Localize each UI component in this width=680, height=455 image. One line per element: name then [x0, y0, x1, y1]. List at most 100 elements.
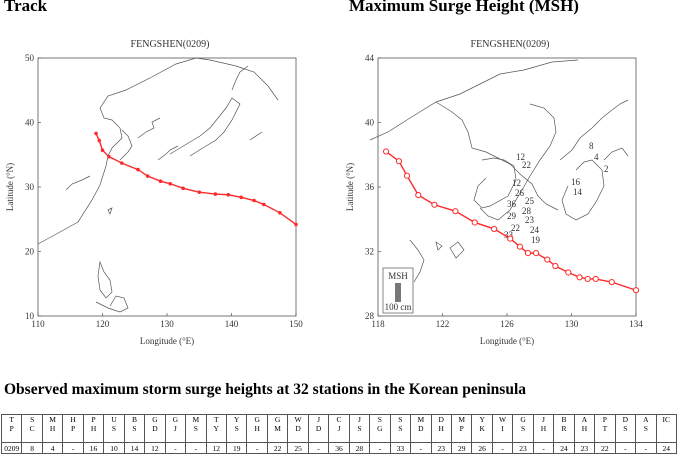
station-label: 19	[531, 235, 541, 245]
track-ylabel: Latitude (°N)	[5, 163, 15, 211]
track-track-point	[278, 211, 282, 215]
track-track-point	[197, 190, 202, 194]
table-cell: 12	[144, 442, 166, 454]
station-label: 33	[504, 230, 514, 240]
track-plot-frame	[37, 57, 297, 317]
msh-legend: MSH 100 cm	[382, 267, 414, 314]
track-y-tick-label: 50	[25, 53, 35, 63]
track-track-point	[100, 148, 105, 153]
table-cell: 36	[328, 442, 350, 454]
station-label: 16	[571, 177, 581, 187]
station-label: 23	[525, 215, 535, 225]
track-y-tick-label: 40	[25, 118, 35, 128]
table-cell: 4	[41, 442, 64, 454]
table-cell: -	[307, 442, 330, 454]
msh-track-point	[565, 269, 572, 276]
msh-x-tick-label: 134	[629, 319, 643, 329]
track-land	[37, 57, 279, 313]
msh-track-point	[382, 148, 390, 155]
table-cell: -	[410, 442, 432, 454]
msh-x-tick-label: 118	[371, 319, 385, 329]
msh-track-point	[471, 219, 478, 226]
station-label: 8	[589, 141, 594, 151]
table-cell: 22	[266, 442, 289, 454]
msh-track-point	[608, 279, 615, 286]
station-label: 4	[594, 152, 599, 162]
table-header-cell: IC	[655, 414, 677, 443]
station-label: 2	[604, 164, 609, 174]
station-label: 36	[507, 199, 517, 209]
track-chart: FENGSHEN(0209) 110 120 130 140 150 10 20 30 40 50…	[5, 39, 303, 346]
table-cell: -	[62, 442, 84, 454]
track-track-point	[213, 192, 218, 196]
msh-track-point	[491, 225, 498, 233]
track-x-tick-label: 120	[96, 319, 110, 329]
msh-heading: Maximum Surge Height (MSH)	[349, 0, 579, 15]
msh-track-point	[516, 243, 523, 250]
msh-track-point	[592, 275, 599, 283]
msh-x-tick-label: 130	[565, 319, 579, 329]
msh-xlabel: Longitude (°E)	[480, 336, 534, 346]
msh-track-point	[632, 287, 640, 294]
track-y-tick-label: 10	[25, 311, 35, 321]
track-y-tick-label: 30	[25, 182, 35, 192]
track-track-point	[120, 161, 124, 165]
table-cell: 22	[594, 442, 616, 454]
table-cell: 26	[471, 442, 493, 454]
station-label: 12	[512, 178, 521, 188]
msh-chart: FENGSHEN(0209) 118 122 126 130 1342832364044…	[345, 39, 643, 346]
track-track-point	[168, 181, 173, 186]
table-cell: 28	[348, 442, 371, 454]
msh-y-tick-label: 32	[365, 247, 374, 257]
track-track-line	[95, 133, 297, 225]
msh-y-tick-label: 28	[365, 311, 375, 321]
table-cell: 24	[655, 442, 677, 454]
table-cell: 33	[389, 442, 412, 454]
table-cell: -	[369, 442, 391, 454]
track-xlabel: Longitude (°E)	[140, 336, 194, 346]
track-y-tick-label: 20	[25, 247, 35, 257]
track-track-point	[181, 186, 185, 191]
table-cell: 24	[553, 442, 575, 454]
msh-x-tick-label: 126	[500, 319, 514, 329]
track-track-point	[261, 202, 266, 207]
table-cell: 16	[82, 442, 105, 454]
track-track-point	[107, 154, 111, 159]
msh-track-point	[431, 201, 438, 208]
station-label: 29	[507, 211, 517, 221]
station-label: 22	[511, 223, 520, 233]
msh-plot-title: FENGSHEN(0209)	[471, 39, 550, 50]
msh-track-point	[452, 208, 459, 215]
track-track-point	[145, 174, 150, 178]
track-track-point	[94, 131, 98, 136]
table-cell: 23	[430, 442, 452, 454]
table-cell: -	[532, 442, 555, 454]
table-cell: 23	[573, 442, 596, 454]
station-label: 24	[530, 225, 540, 235]
table-cell: 25	[287, 442, 309, 454]
table-cell: -	[185, 442, 207, 454]
table-cell: -	[491, 442, 514, 454]
station-label: 26	[515, 188, 525, 198]
msh-ylabel: Latitude (°N)	[345, 163, 355, 211]
track-track-point	[226, 192, 231, 197]
table-cell: -	[614, 442, 637, 454]
